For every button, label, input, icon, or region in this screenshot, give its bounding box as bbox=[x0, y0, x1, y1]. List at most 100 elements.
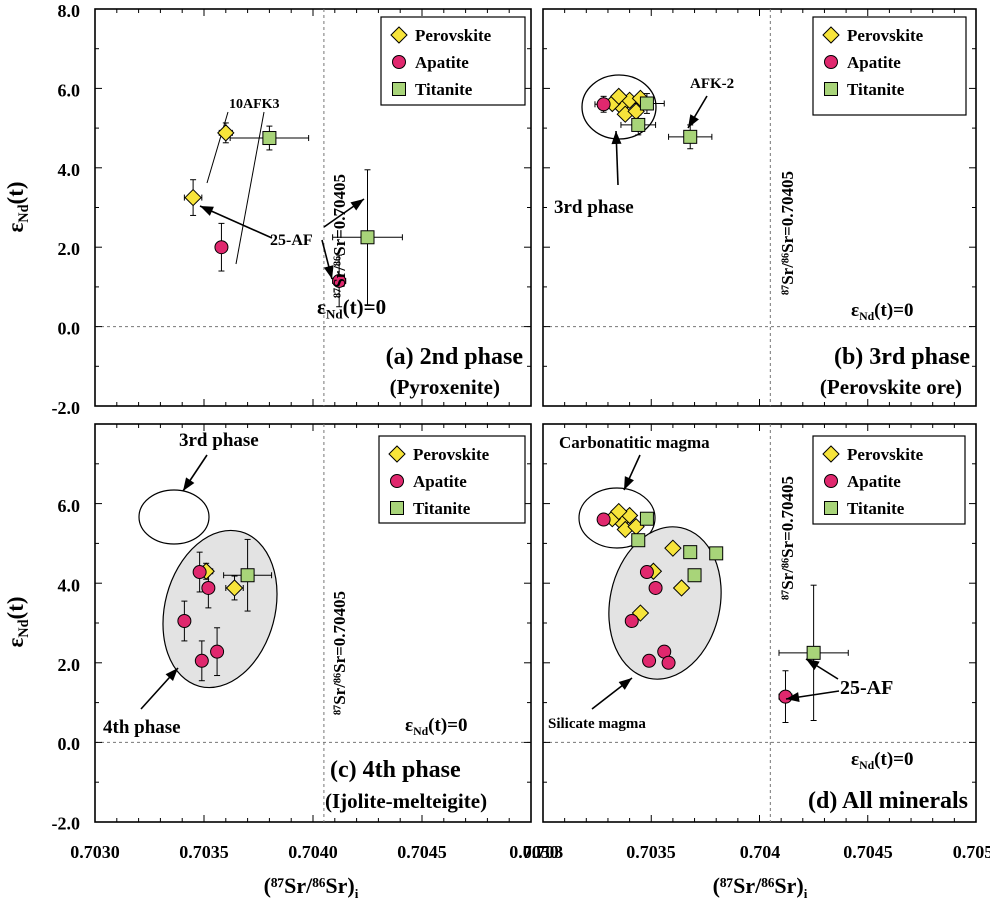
sr-ref-label-c: ⁸⁷Sr/⁸⁶Sr=0.70405 bbox=[330, 591, 349, 715]
panel-title: (a) 2nd phase bbox=[386, 344, 524, 370]
x-tick-label: 0.705 bbox=[953, 842, 990, 862]
panel-a: Perovskite Apatite Titanite 10AFK3 25-AF (a) … bbox=[94, 8, 532, 407]
annotation-carbonatitic: Carbonatitic magma bbox=[559, 433, 710, 452]
legend-label-titanite: Titanite bbox=[413, 499, 471, 518]
perovskite-point bbox=[672, 579, 691, 597]
x-tick-label: 0.7040 bbox=[288, 842, 338, 862]
y-tick-label: 2.0 bbox=[58, 655, 81, 675]
titanite-point bbox=[631, 533, 646, 548]
annotation-10afk3: 10AFK3 bbox=[229, 97, 280, 112]
x-tick-label: 0.7030 bbox=[70, 842, 120, 862]
legend-marker-titanite bbox=[392, 82, 406, 96]
x-tick-label: 0.704 bbox=[740, 842, 781, 862]
legend-marker-perovskite bbox=[388, 445, 406, 463]
annotation-arrowhead bbox=[624, 476, 634, 490]
legend-label-titanite: Titanite bbox=[415, 80, 473, 99]
y-axis-title-upper: εNd(t) bbox=[3, 181, 32, 232]
panel-title: (d) All minerals bbox=[808, 788, 968, 814]
annotation-afk2: AFK-2 bbox=[690, 76, 734, 92]
legend-label-perovskite: Perovskite bbox=[415, 26, 492, 45]
perovskite-point bbox=[610, 87, 628, 106]
y-tick-label: 4.0 bbox=[58, 160, 81, 180]
legend bbox=[812, 16, 967, 116]
annotation-arrow-line bbox=[199, 205, 273, 239]
panel-subtitle: (Ijolite-melteigite) bbox=[325, 789, 487, 813]
panel-b: Perovskite Apatite Titanite AFK-2 3rd phase (… bbox=[542, 8, 977, 407]
apatite-point bbox=[192, 565, 207, 580]
titanite-point bbox=[262, 131, 277, 146]
y-tick-label: 8.0 bbox=[58, 1, 81, 21]
annotation-25af: 25-AF bbox=[840, 677, 893, 699]
legend-label-titanite: Titanite bbox=[847, 499, 905, 518]
y-tick-label: 6.0 bbox=[58, 496, 81, 516]
panel-title: (b) 3rd phase bbox=[834, 344, 970, 370]
x-axis-title-left: (⁸⁷Sr/⁸⁶Sr)i bbox=[264, 873, 359, 901]
annotation-arrowhead bbox=[183, 477, 195, 491]
legend-marker-titanite bbox=[390, 501, 404, 515]
legend-label-apatite: Apatite bbox=[847, 53, 901, 72]
annotation-arrowhead bbox=[165, 668, 178, 682]
y-tick-label: 0.0 bbox=[58, 734, 81, 754]
legend-label-apatite: Apatite bbox=[847, 472, 901, 491]
apatite-point bbox=[194, 653, 209, 668]
x-tick-label: 0.703 bbox=[523, 842, 564, 862]
legend-marker-perovskite bbox=[822, 26, 840, 44]
annotation-arrowhead bbox=[323, 265, 334, 279]
legend-label-perovskite: Perovskite bbox=[847, 445, 924, 464]
y-tick-label: -2.0 bbox=[52, 398, 81, 418]
annotation-arrowhead bbox=[688, 114, 699, 128]
legend-label-perovskite: Perovskite bbox=[413, 445, 490, 464]
annotation-silicate: Silicate magma bbox=[548, 716, 646, 732]
annotation-25af: 25-AF bbox=[270, 232, 313, 249]
panel-title: (c) 4th phase bbox=[330, 757, 461, 783]
y-axis-title-lower: εNd(t) bbox=[3, 596, 32, 647]
x-tick-label: 0.7045 bbox=[843, 842, 893, 862]
titanite-point bbox=[639, 96, 654, 111]
titanite-point bbox=[687, 568, 702, 583]
apatite-point bbox=[177, 614, 192, 629]
titanite-point bbox=[683, 129, 698, 144]
annotation-leader bbox=[235, 111, 265, 265]
perovskite-point bbox=[664, 539, 682, 557]
titanite-point bbox=[631, 117, 646, 132]
panel-subtitle: (Pyroxenite) bbox=[390, 375, 500, 399]
legend-label-titanite: Titanite bbox=[847, 80, 905, 99]
apatite-point bbox=[624, 614, 639, 629]
annotation-3rd-phase: 3rd phase bbox=[179, 430, 259, 451]
titanite-point bbox=[683, 545, 698, 560]
annotation-arrowhead bbox=[611, 131, 622, 145]
apatite-point bbox=[201, 580, 216, 595]
y-tick-label: -2.0 bbox=[52, 814, 81, 834]
apatite-point bbox=[332, 273, 347, 288]
legend-marker-titanite bbox=[824, 82, 838, 96]
apatite-point bbox=[642, 653, 657, 668]
legend-marker-apatite bbox=[390, 474, 404, 488]
apatite-point bbox=[596, 97, 611, 112]
titanite-point bbox=[360, 230, 375, 245]
eps-zero-label-d: εNd(t)=0 bbox=[851, 749, 913, 772]
titanite-point bbox=[709, 546, 724, 561]
apatite-point bbox=[596, 512, 611, 527]
eps-zero-label-c: εNd(t)=0 bbox=[405, 715, 467, 738]
annotation-arrowhead bbox=[350, 199, 364, 211]
titanite-point bbox=[806, 645, 821, 660]
apatite-point bbox=[778, 689, 793, 704]
sr-ref-label-a: ⁸⁷Sr/⁸⁶Sr=0.70405 bbox=[330, 174, 349, 298]
perovskite-point bbox=[217, 124, 235, 142]
annotation-arrowhead bbox=[786, 692, 800, 703]
eps-zero-label-b: εNd(t)=0 bbox=[851, 300, 913, 323]
field-silicate bbox=[608, 526, 722, 680]
apatite-point bbox=[214, 240, 229, 255]
perovskite-point bbox=[610, 502, 628, 521]
x-tick-label: 0.7045 bbox=[397, 842, 447, 862]
x-tick-label: 0.7035 bbox=[179, 842, 229, 862]
apatite-point bbox=[210, 644, 225, 659]
legend-label-apatite: Apatite bbox=[415, 53, 469, 72]
perovskite-point bbox=[225, 579, 244, 597]
sr-ref-label-d: ⁸⁷Sr/⁸⁶Sr=0.70405 bbox=[778, 476, 797, 600]
annotation-arrowhead bbox=[200, 206, 214, 216]
apatite-point bbox=[661, 655, 676, 670]
legend-label-apatite: Apatite bbox=[413, 472, 467, 491]
legend-marker-apatite bbox=[392, 55, 406, 69]
